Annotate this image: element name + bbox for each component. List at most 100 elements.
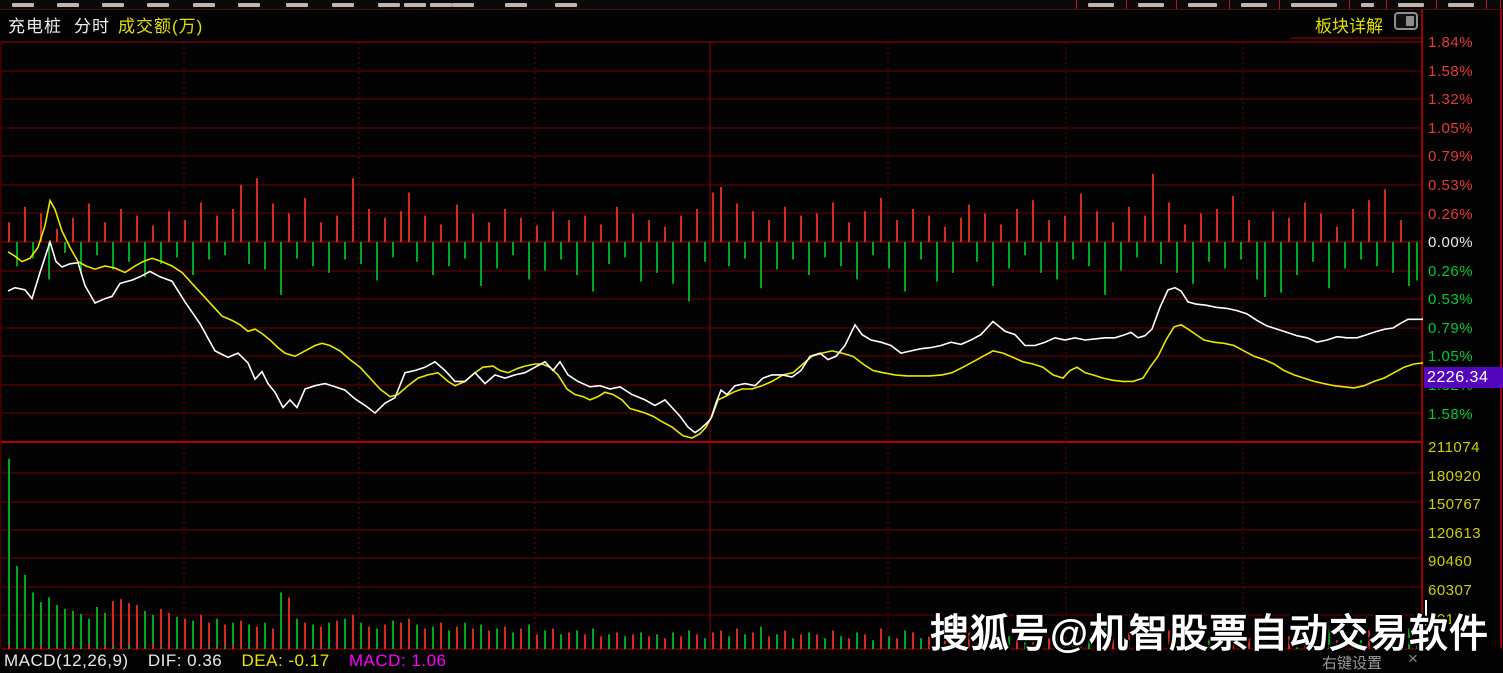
volume-bar (1376, 636, 1378, 648)
menu-item-clipped[interactable] (505, 3, 527, 7)
volume-bar (32, 592, 34, 648)
volume-bar (336, 620, 338, 648)
macd-tick (144, 647, 146, 649)
macd-tick (24, 647, 26, 649)
adv-decl-bar (1120, 242, 1122, 271)
measure-label[interactable]: 成交额(万) (118, 17, 204, 36)
menu-item-clipped[interactable] (378, 3, 400, 7)
sector-detail-link[interactable]: 板块详解 (1315, 17, 1383, 36)
right-click-settings-link[interactable]: 右键设置 (1322, 655, 1383, 672)
menu-item-clipped[interactable] (147, 3, 169, 7)
adv-decl-bar (32, 242, 34, 259)
volume-bar (1336, 640, 1338, 648)
macd-tick (560, 647, 562, 649)
volume-bar (592, 628, 594, 648)
volume-bar (496, 628, 498, 648)
top-menu-bar-clipped[interactable] (0, 0, 1503, 9)
volume-bar (392, 620, 394, 648)
macd-tick (1184, 647, 1186, 649)
menu-item-clipped[interactable] (452, 3, 474, 7)
menu-item-clipped[interactable] (57, 3, 79, 7)
axis-label-volume: 211074 (1428, 439, 1480, 456)
menu-item-clipped[interactable] (193, 3, 215, 7)
macd-tick (1312, 645, 1314, 649)
axis-label-up: 0.79% (1428, 148, 1474, 166)
volume-bar (1192, 630, 1194, 648)
volume-bar (992, 630, 994, 648)
adv-decl-bar (208, 242, 210, 260)
macd-tick (1328, 645, 1330, 649)
axis-label-up: 0.26% (1428, 205, 1474, 223)
macd-tick (336, 647, 338, 649)
adv-decl-bar (752, 211, 754, 242)
volume-bar (120, 599, 122, 648)
adv-decl-bar (960, 217, 962, 242)
volume-bar (288, 597, 290, 648)
menu-button-clipped[interactable] (1398, 3, 1424, 7)
menu-button-border (1349, 0, 1350, 9)
menu-item-clipped[interactable] (404, 3, 426, 7)
volume-bar (1056, 632, 1058, 648)
adv-decl-bar (696, 209, 698, 242)
volume-bar (1344, 636, 1346, 648)
macd-tick (408, 646, 410, 649)
volume-bar (952, 634, 954, 648)
adv-decl-bar (928, 215, 930, 242)
adv-decl-bar (328, 242, 330, 273)
menu-button-clipped[interactable] (1361, 3, 1374, 7)
volume-bar (1048, 638, 1050, 648)
axis-label-down: 0.79% (1428, 319, 1474, 337)
macd-tick (680, 647, 682, 649)
macd-tick (88, 644, 90, 649)
macd-tick (832, 647, 834, 649)
macd-tick (1360, 647, 1362, 649)
menu-button-clipped[interactable] (1188, 3, 1217, 7)
volume-bar (80, 613, 82, 648)
adv-decl-bar (584, 215, 586, 242)
volume-bar (1368, 630, 1370, 648)
menu-item-clipped[interactable] (12, 3, 34, 7)
menu-button-clipped[interactable] (1088, 3, 1114, 7)
adv-decl-bar (528, 242, 530, 280)
macd-tick (200, 647, 202, 649)
menu-item-clipped[interactable] (430, 3, 452, 7)
adv-decl-bar (1016, 209, 1018, 242)
macd-tick (1272, 647, 1274, 649)
macd-tick (720, 645, 722, 649)
volume-bar (256, 626, 258, 648)
adv-decl-bar (1184, 224, 1186, 242)
close-icon[interactable]: × (1408, 649, 1418, 668)
panel-toggle-icon[interactable] (1394, 12, 1418, 30)
macd-tick (432, 645, 434, 649)
menu-button-clipped[interactable] (1291, 3, 1337, 7)
volume-bar (1320, 634, 1322, 648)
menu-item-clipped[interactable] (286, 3, 308, 7)
menu-button-border (1500, 0, 1501, 9)
adv-decl-bar (1008, 242, 1010, 269)
adv-decl-bar (1304, 202, 1306, 242)
macd-tick (416, 645, 418, 649)
menu-item-clipped[interactable] (102, 3, 124, 7)
volume-bar (504, 626, 506, 648)
adv-decl-bar (1144, 215, 1146, 242)
menu-button-clipped[interactable] (1448, 3, 1474, 7)
menu-item-clipped[interactable] (238, 3, 260, 7)
adv-decl-bar (880, 198, 882, 242)
menu-button-clipped[interactable] (1241, 3, 1267, 7)
volume-bar (1224, 636, 1226, 648)
dif-value: DIF: 0.36 (147, 651, 223, 670)
adv-decl-bar (504, 209, 506, 242)
menu-button-clipped[interactable] (1138, 3, 1164, 7)
axis-label-down: 1.05% (1428, 348, 1474, 366)
adv-decl-bar (472, 213, 474, 242)
adv-decl-bar (904, 242, 906, 292)
adv-decl-bar (776, 242, 778, 270)
macd-tick (792, 647, 794, 649)
menu-item-clipped[interactable] (332, 3, 354, 7)
period-tab-intraday[interactable]: 分时 (74, 17, 110, 36)
menu-item-clipped[interactable] (555, 3, 577, 7)
adv-decl-bar (1416, 242, 1418, 281)
axis-label-volume: 180920 (1428, 467, 1482, 485)
adv-decl-bar (1168, 202, 1170, 242)
